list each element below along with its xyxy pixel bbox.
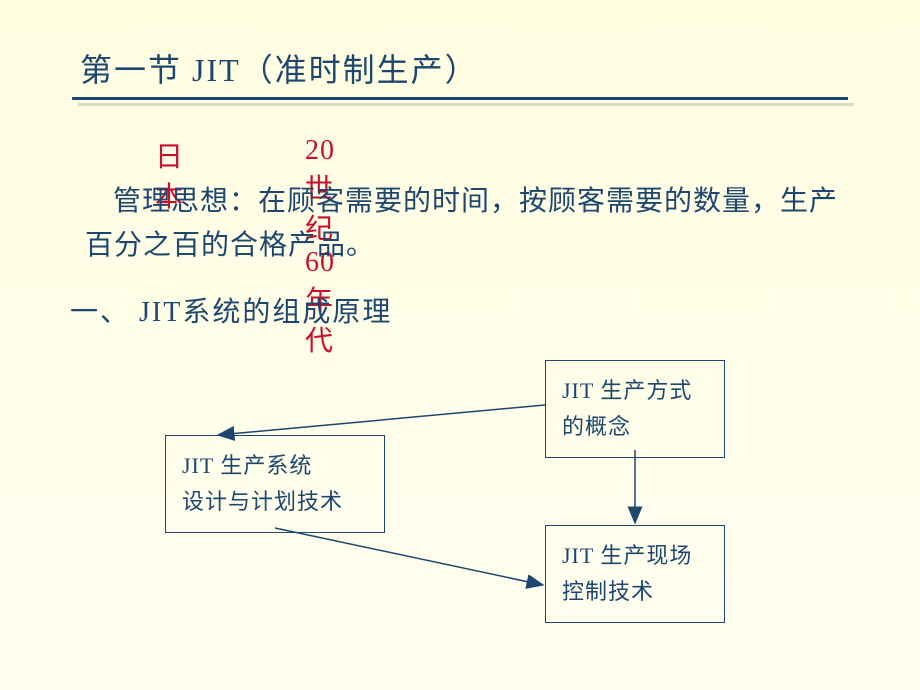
management-idea-text: 管理思想：在顾客需要的时间，按顾客需要的数量，生产百分之百的合格产品。 <box>85 180 850 268</box>
title-bar: 第一节 JIT（准时制生产） <box>72 38 848 100</box>
diagram-arrows <box>0 350 920 680</box>
page-title: 第一节 JIT（准时制生产） <box>72 45 479 91</box>
edge-design-to-control <box>275 528 543 585</box>
edge-concept-to-design <box>218 405 545 435</box>
jit-diagram: JIT 生产方式 的概念 JIT 生产系统 设计与计划技术 JIT 生产现场 控… <box>0 350 920 680</box>
section-heading: 一、 JIT系统的组成原理 <box>70 290 392 330</box>
